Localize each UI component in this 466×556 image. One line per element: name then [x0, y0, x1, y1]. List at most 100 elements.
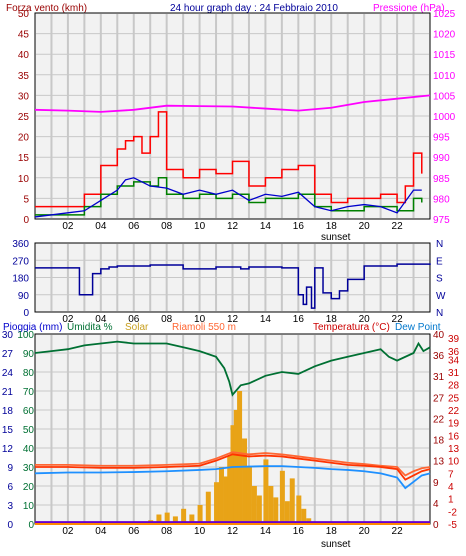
solar-bar [246, 467, 252, 524]
solar-bar [205, 491, 211, 524]
temp-inner-tick-label: 4 [448, 482, 454, 493]
pressure-axis-title: Pressione (hPa) [373, 3, 445, 14]
temp-inner-tick-label: 28 [448, 381, 460, 392]
x-tick-label: 10 [194, 526, 206, 537]
y-tick-label-left: 9 [7, 463, 13, 474]
temp-inner-tick-label: 39 [448, 334, 460, 345]
temp-inner-tick-label: 1 [448, 495, 454, 506]
solar-bar [279, 470, 285, 524]
compass-label: W [436, 291, 446, 302]
humidity-tick-label: 30 [23, 463, 35, 474]
temperature-line [35, 453, 431, 481]
humidity-tick-label: 40 [23, 444, 35, 455]
y-tick-label-left: 30 [2, 330, 14, 341]
compass-label: S [436, 274, 443, 285]
x-tick-label: 10 [194, 314, 206, 325]
x-tick-label: 14 [260, 526, 272, 537]
y-tick-label-right: 995 [433, 133, 450, 144]
compass-label: N [436, 308, 443, 319]
solar-bar [242, 438, 248, 524]
dew-point-label: Dew Point [395, 322, 441, 333]
x-tick-label: 08 [161, 221, 173, 232]
y-tick-label-left: 15 [18, 153, 30, 164]
x-tick-label: 18 [326, 221, 338, 232]
x-tick-label: 02 [62, 314, 74, 325]
wind-speed-line [34, 177, 422, 218]
humidity-tick-label: 0 [28, 520, 34, 531]
solar-label: Solar [125, 322, 149, 333]
x-tick-label: 08 [161, 314, 173, 325]
temp-inner-tick-label: 36 [448, 347, 460, 358]
y-tick-label-left: 18 [2, 406, 14, 417]
y-tick-label-left: 25 [18, 112, 30, 123]
x-tick-label: 04 [95, 314, 107, 325]
temp-inner-tick-label: 16 [448, 431, 460, 442]
pressure-line [34, 94, 431, 113]
temp-inner-tick-label: 22 [448, 406, 460, 417]
humidity-tick-label: 100 [17, 330, 34, 341]
humidity-tick-label: 90 [23, 349, 35, 360]
y-tick-label-left: 50 [18, 9, 30, 20]
temp-inner-tick-label: 34 [448, 355, 460, 366]
y-tick-label-left: 180 [12, 274, 29, 285]
y-tick-label-left: 3 [7, 501, 13, 512]
solar-bar [296, 495, 302, 524]
humidity-tick-label: 80 [23, 368, 35, 379]
y-tick-label-left: 360 [12, 239, 29, 250]
solar-bar [189, 514, 195, 524]
solar-bar [172, 516, 178, 524]
humidity-label: Umidita % [67, 322, 113, 333]
x-tick-label: 22 [392, 314, 404, 325]
solar-bar [289, 478, 295, 524]
y-tick-label-left: 45 [18, 30, 30, 41]
y-tick-label-left: 15 [2, 425, 14, 436]
temp-outer-tick-label: 9 [433, 478, 439, 489]
sunset-marker-top: sunset [321, 232, 351, 243]
x-tick-label: 02 [62, 526, 74, 537]
temp-outer-tick-label: 4 [433, 499, 439, 510]
compass-label: E [436, 256, 443, 267]
y-tick-label-right: 985 [433, 174, 450, 185]
humidity-tick-label: 10 [23, 501, 35, 512]
temp-inner-tick-label: -2 [448, 507, 457, 518]
dew-point-line [34, 465, 431, 490]
y-tick-label-left: 5 [23, 194, 29, 205]
wind-direction-line [35, 263, 431, 309]
x-tick-label: 06 [128, 221, 140, 232]
sunset-marker-bottom: sunset [321, 539, 351, 550]
solar-bar [263, 459, 269, 524]
x-tick-label: 18 [326, 314, 338, 325]
y-tick-label-right: 980 [433, 194, 450, 205]
solar-bar [268, 486, 274, 524]
x-tick-label: 14 [260, 221, 272, 232]
solar-bar [218, 467, 224, 524]
temp-inner-tick-label: 25 [448, 393, 460, 404]
y-tick-label-left: 20 [18, 133, 30, 144]
y-tick-label-left: 12 [2, 444, 14, 455]
solar-bar [181, 508, 187, 524]
solar-bar [197, 505, 203, 524]
x-tick-label: 04 [95, 526, 107, 537]
temp-outer-tick-label: 13 [433, 457, 445, 468]
wind-gust-line [35, 111, 423, 208]
x-tick-label: 08 [161, 526, 173, 537]
x-tick-label: 10 [194, 221, 206, 232]
solar-bar [214, 482, 220, 524]
x-tick-label: 22 [392, 526, 404, 537]
x-tick-label: 22 [392, 221, 404, 232]
x-tick-label: 20 [359, 526, 371, 537]
y-tick-label-left: 21 [2, 387, 14, 398]
solar-bar [284, 501, 290, 524]
y-tick-label-right: 1005 [433, 91, 456, 102]
riamoli-temperature-line [35, 451, 431, 477]
temp-outer-tick-label: 22 [433, 414, 445, 425]
rain-label: Pioggia (mm) [3, 322, 62, 333]
y-tick-label-left: 10 [18, 174, 30, 185]
x-tick-label: 02 [62, 221, 74, 232]
temp-inner-tick-label: 19 [448, 419, 460, 430]
y-tick-label-left: 90 [18, 291, 30, 302]
x-tick-label: 16 [293, 314, 305, 325]
x-tick-label: 20 [359, 314, 371, 325]
y-tick-label-right: 1015 [433, 50, 456, 61]
